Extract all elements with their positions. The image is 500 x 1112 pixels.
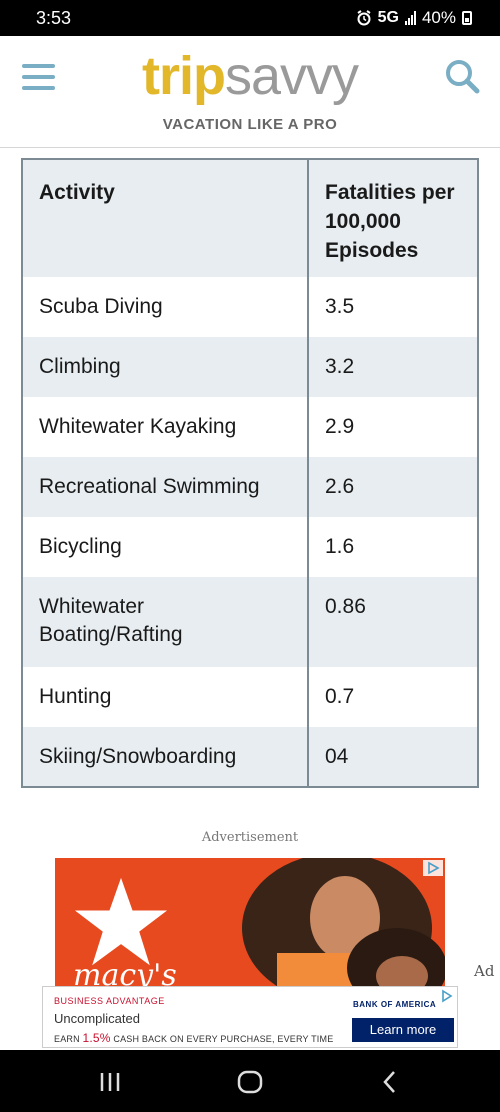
signal-icon (404, 11, 416, 25)
value-cell: 0.86 (307, 577, 478, 667)
activity-cell: Hunting (22, 667, 308, 727)
adchoices-icon[interactable] (423, 860, 443, 876)
battery-percent: 40% (421, 8, 456, 27)
system-nav-bar (0, 1050, 500, 1112)
activity-cell: Whitewater Kayaking (22, 397, 308, 457)
activity-cell: Skiing/Snowboarding (22, 727, 308, 787)
status-bar: 3:53 5G 40% (0, 0, 500, 36)
table-row: Scuba Diving 3.5 (22, 277, 478, 337)
site-logo[interactable]: tripsavvy (0, 44, 500, 108)
status-time: 3:53 (36, 7, 72, 28)
logo-trip-text: trip (141, 46, 226, 106)
ad-side-label: Ad (474, 962, 495, 980)
boa-offer-suffix: CASH BACK ON EVERY PURCHASE, EVERY TIME (110, 1034, 334, 1044)
table-row: Whitewater Kayaking 2.9 (22, 397, 478, 457)
activity-cell: Scuba Diving (22, 277, 308, 337)
boa-eyebrow: BUSINESS ADVANTAGE (54, 996, 165, 1006)
status-indicators: 5G 40% (356, 8, 472, 28)
column-header-activity: Activity (22, 159, 308, 277)
activity-cell: Whitewater Boating/Rafting (22, 577, 308, 667)
adchoices-icon[interactable] (439, 989, 455, 1003)
table-row: Recreational Swimming 2.6 (22, 457, 478, 517)
table-row: Whitewater Boating/Rafting 0.86 (22, 577, 478, 667)
value-cell: 3.2 (307, 337, 478, 397)
value-cell: 2.9 (307, 397, 478, 457)
bank-of-america-ad[interactable]: BUSINESS ADVANTAGE Uncomplicated EARN 1.… (42, 986, 458, 1048)
table-row: Bicycling 1.6 (22, 517, 478, 577)
boa-brand: BANK OF AMERICA (353, 1000, 437, 1009)
value-cell: 3.5 (307, 277, 478, 337)
fatalities-table: Activity Fatalities per 100,000 Episodes… (21, 158, 479, 788)
value-cell: 2.6 (307, 457, 478, 517)
macys-ad-banner[interactable]: macy's (55, 858, 445, 986)
advertisement-label: Advertisement (201, 830, 299, 845)
boa-offer-percent: 1.5% (82, 1031, 111, 1045)
table-header-row: Activity Fatalities per 100,000 Episodes (22, 159, 478, 277)
table-row: Climbing 3.2 (22, 337, 478, 397)
logo-savvy-text: savvy (224, 46, 359, 106)
search-icon[interactable] (444, 58, 480, 94)
site-tagline: VACATION LIKE A PRO (162, 116, 338, 133)
table-row: Skiing/Snowboarding 04 (22, 727, 478, 787)
site-header: tripsavvy VACATION LIKE A PRO (0, 36, 500, 148)
macys-logo-text: macy's (73, 958, 177, 986)
table-row: Hunting 0.7 (22, 667, 478, 727)
value-cell: 1.6 (307, 517, 478, 577)
home-icon[interactable] (236, 1068, 264, 1096)
value-cell: 04 (307, 727, 478, 787)
activity-cell: Recreational Swimming (22, 457, 308, 517)
recent-apps-icon[interactable] (96, 1068, 124, 1096)
learn-more-button[interactable]: Learn more (352, 1018, 454, 1042)
ad-photo (242, 858, 445, 986)
column-header-fatalities: Fatalities per 100,000 Episodes (307, 159, 478, 277)
battery-icon (462, 11, 472, 25)
value-cell: 0.7 (307, 667, 478, 727)
alarm-icon (357, 10, 371, 26)
boa-headline: Uncomplicated (54, 1011, 140, 1026)
activity-cell: Climbing (22, 337, 308, 397)
hamburger-menu-icon[interactable] (22, 64, 55, 90)
activity-cell: Bicycling (22, 517, 308, 577)
boa-offer: EARN 1.5% CASH BACK ON EVERY PURCHASE, E… (54, 1031, 333, 1045)
boa-offer-prefix: EARN (54, 1034, 83, 1044)
network-type: 5G (377, 9, 399, 26)
back-icon[interactable] (376, 1068, 404, 1096)
star-icon (74, 877, 168, 966)
